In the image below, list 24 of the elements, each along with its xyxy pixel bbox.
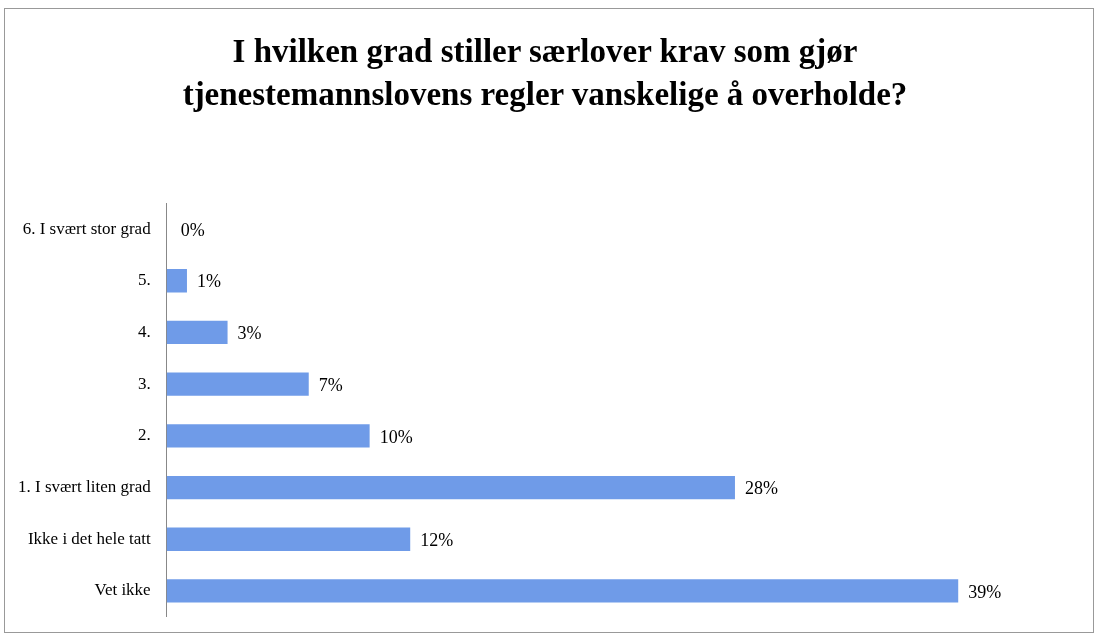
y-tick-label: 4. [137, 321, 151, 341]
data-label: 28% [744, 478, 778, 499]
bar [166, 527, 411, 551]
bar [166, 424, 370, 448]
data-label: 7% [318, 374, 343, 395]
data-label: 39% [968, 581, 1002, 602]
bar [166, 320, 228, 345]
bar [166, 269, 187, 293]
data-label: 1% [196, 271, 221, 292]
bar [166, 579, 959, 603]
data-label: 12% [420, 529, 454, 550]
y-tick-label: 3. [137, 373, 151, 393]
bar [166, 372, 309, 396]
y-tick-label: Ikke i det hele tatt [27, 528, 151, 548]
data-label: 0% [180, 219, 205, 240]
data-label: 3% [237, 323, 262, 344]
y-tick-label: 1. I svært liten grad [18, 477, 152, 497]
y-tick-label: Vet ikke [94, 580, 151, 600]
y-tick-label: 5. [137, 270, 151, 290]
data-label: 10% [379, 426, 413, 447]
y-tick-label: 2. [137, 425, 151, 445]
bar [166, 475, 735, 500]
y-tick-label: 6. I svært stor grad [22, 218, 152, 238]
chart-title: I hvilken grad stiller særlover krav som gjør tjenestemannslovens regler vanskelige å overholde? [181, 32, 909, 114]
